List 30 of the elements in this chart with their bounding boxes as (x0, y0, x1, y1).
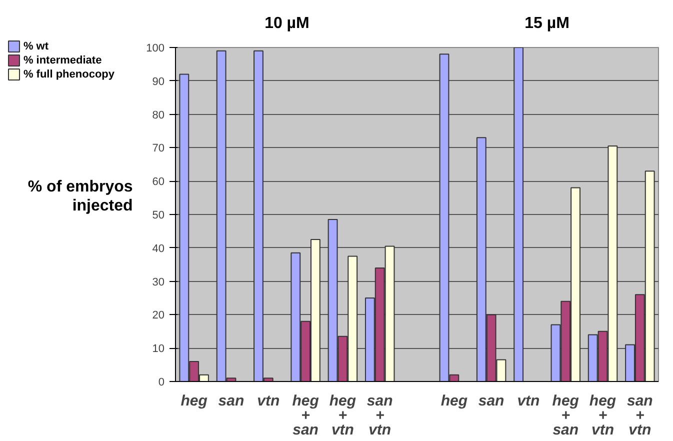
y-tick-label: 0 (158, 376, 165, 388)
x-tick-label: vtn (257, 392, 280, 410)
legend-label: % full phenocopy (23, 68, 116, 80)
y-tick-label: 60 (152, 176, 165, 188)
x-tick-label: san (478, 392, 504, 410)
x-tick-label: heg (440, 392, 468, 410)
text: 15 µM (524, 15, 570, 32)
bar (514, 48, 524, 382)
text: 10 µM (264, 15, 310, 32)
x-tick-label: san + vtn (627, 392, 653, 438)
x-tick-label: heg + vtn (589, 392, 616, 438)
y-tick-label: 40 (152, 242, 165, 255)
x-tick-label: heg + san (292, 392, 319, 438)
legend-label: % intermediate (23, 54, 102, 66)
legend-label: % wt (23, 40, 49, 52)
x-tick-label: heg + san (552, 392, 579, 438)
x-tick-label: vtn (517, 392, 540, 410)
y-tick-label: 80 (152, 109, 165, 122)
y-tick-label: 30 (152, 276, 165, 288)
y-axis-title: % of embryos injected (28, 178, 133, 214)
y-tick-label: 50 (152, 210, 165, 222)
y-tick-label: 70 (152, 142, 165, 155)
x-tick-label: san (218, 392, 244, 410)
y-tick-label: 90 (152, 76, 165, 88)
x-tick-label: heg + vtn (329, 392, 356, 438)
y-tick-label: 20 (152, 310, 165, 322)
x-tick-label: san + vtn (366, 392, 393, 438)
y-tick-label: 10 (152, 343, 165, 356)
x-tick-label: heg (180, 392, 208, 410)
y-tick-label: 100 (146, 42, 165, 54)
